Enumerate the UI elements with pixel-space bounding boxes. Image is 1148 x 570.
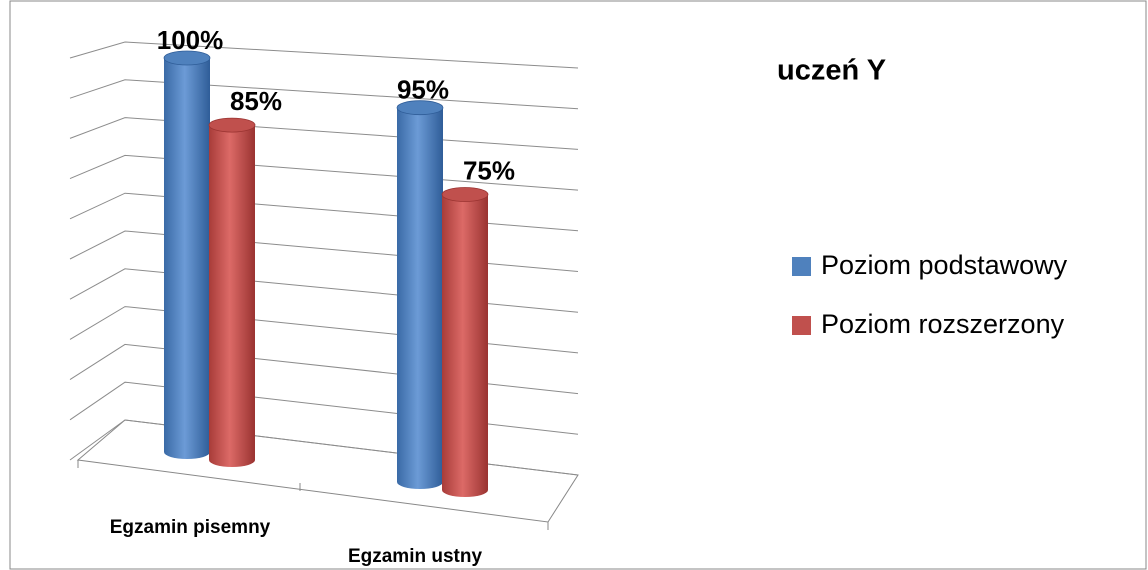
x-tick-label: Egzamin ustny: [348, 546, 483, 567]
cylinder-body: [397, 107, 443, 489]
value-label: 75%: [463, 155, 515, 185]
cylinder-top: [163, 50, 211, 66]
bar: [163, 50, 211, 459]
chart-title: uczeń Y: [777, 55, 886, 87]
value-label: 85%: [230, 86, 282, 116]
value-label: 95%: [397, 75, 449, 105]
cylinder-top: [396, 100, 444, 116]
legend-item: Poziom podstawowy: [792, 250, 1068, 280]
legend-swatch: [792, 316, 811, 335]
cylinder-body: [442, 194, 488, 497]
cylinder-body: [164, 58, 210, 459]
legend-swatch: [792, 257, 811, 276]
bar: [441, 187, 489, 497]
cylinder-body: [209, 125, 255, 467]
legend-label: Poziom podstawowy: [821, 250, 1068, 280]
cylinder-top: [208, 117, 256, 133]
bar: [396, 100, 444, 489]
legend-label: Poziom rozszerzony: [821, 309, 1065, 339]
bar: [208, 117, 256, 467]
grid-line: [69, 79, 579, 110]
grid-line: [69, 41, 579, 69]
x-tick-label: Egzamin pisemny: [110, 517, 271, 538]
value-label: 100%: [157, 25, 224, 55]
cylinder-top: [441, 187, 489, 202]
legend-item: Poziom rozszerzony: [792, 309, 1065, 339]
